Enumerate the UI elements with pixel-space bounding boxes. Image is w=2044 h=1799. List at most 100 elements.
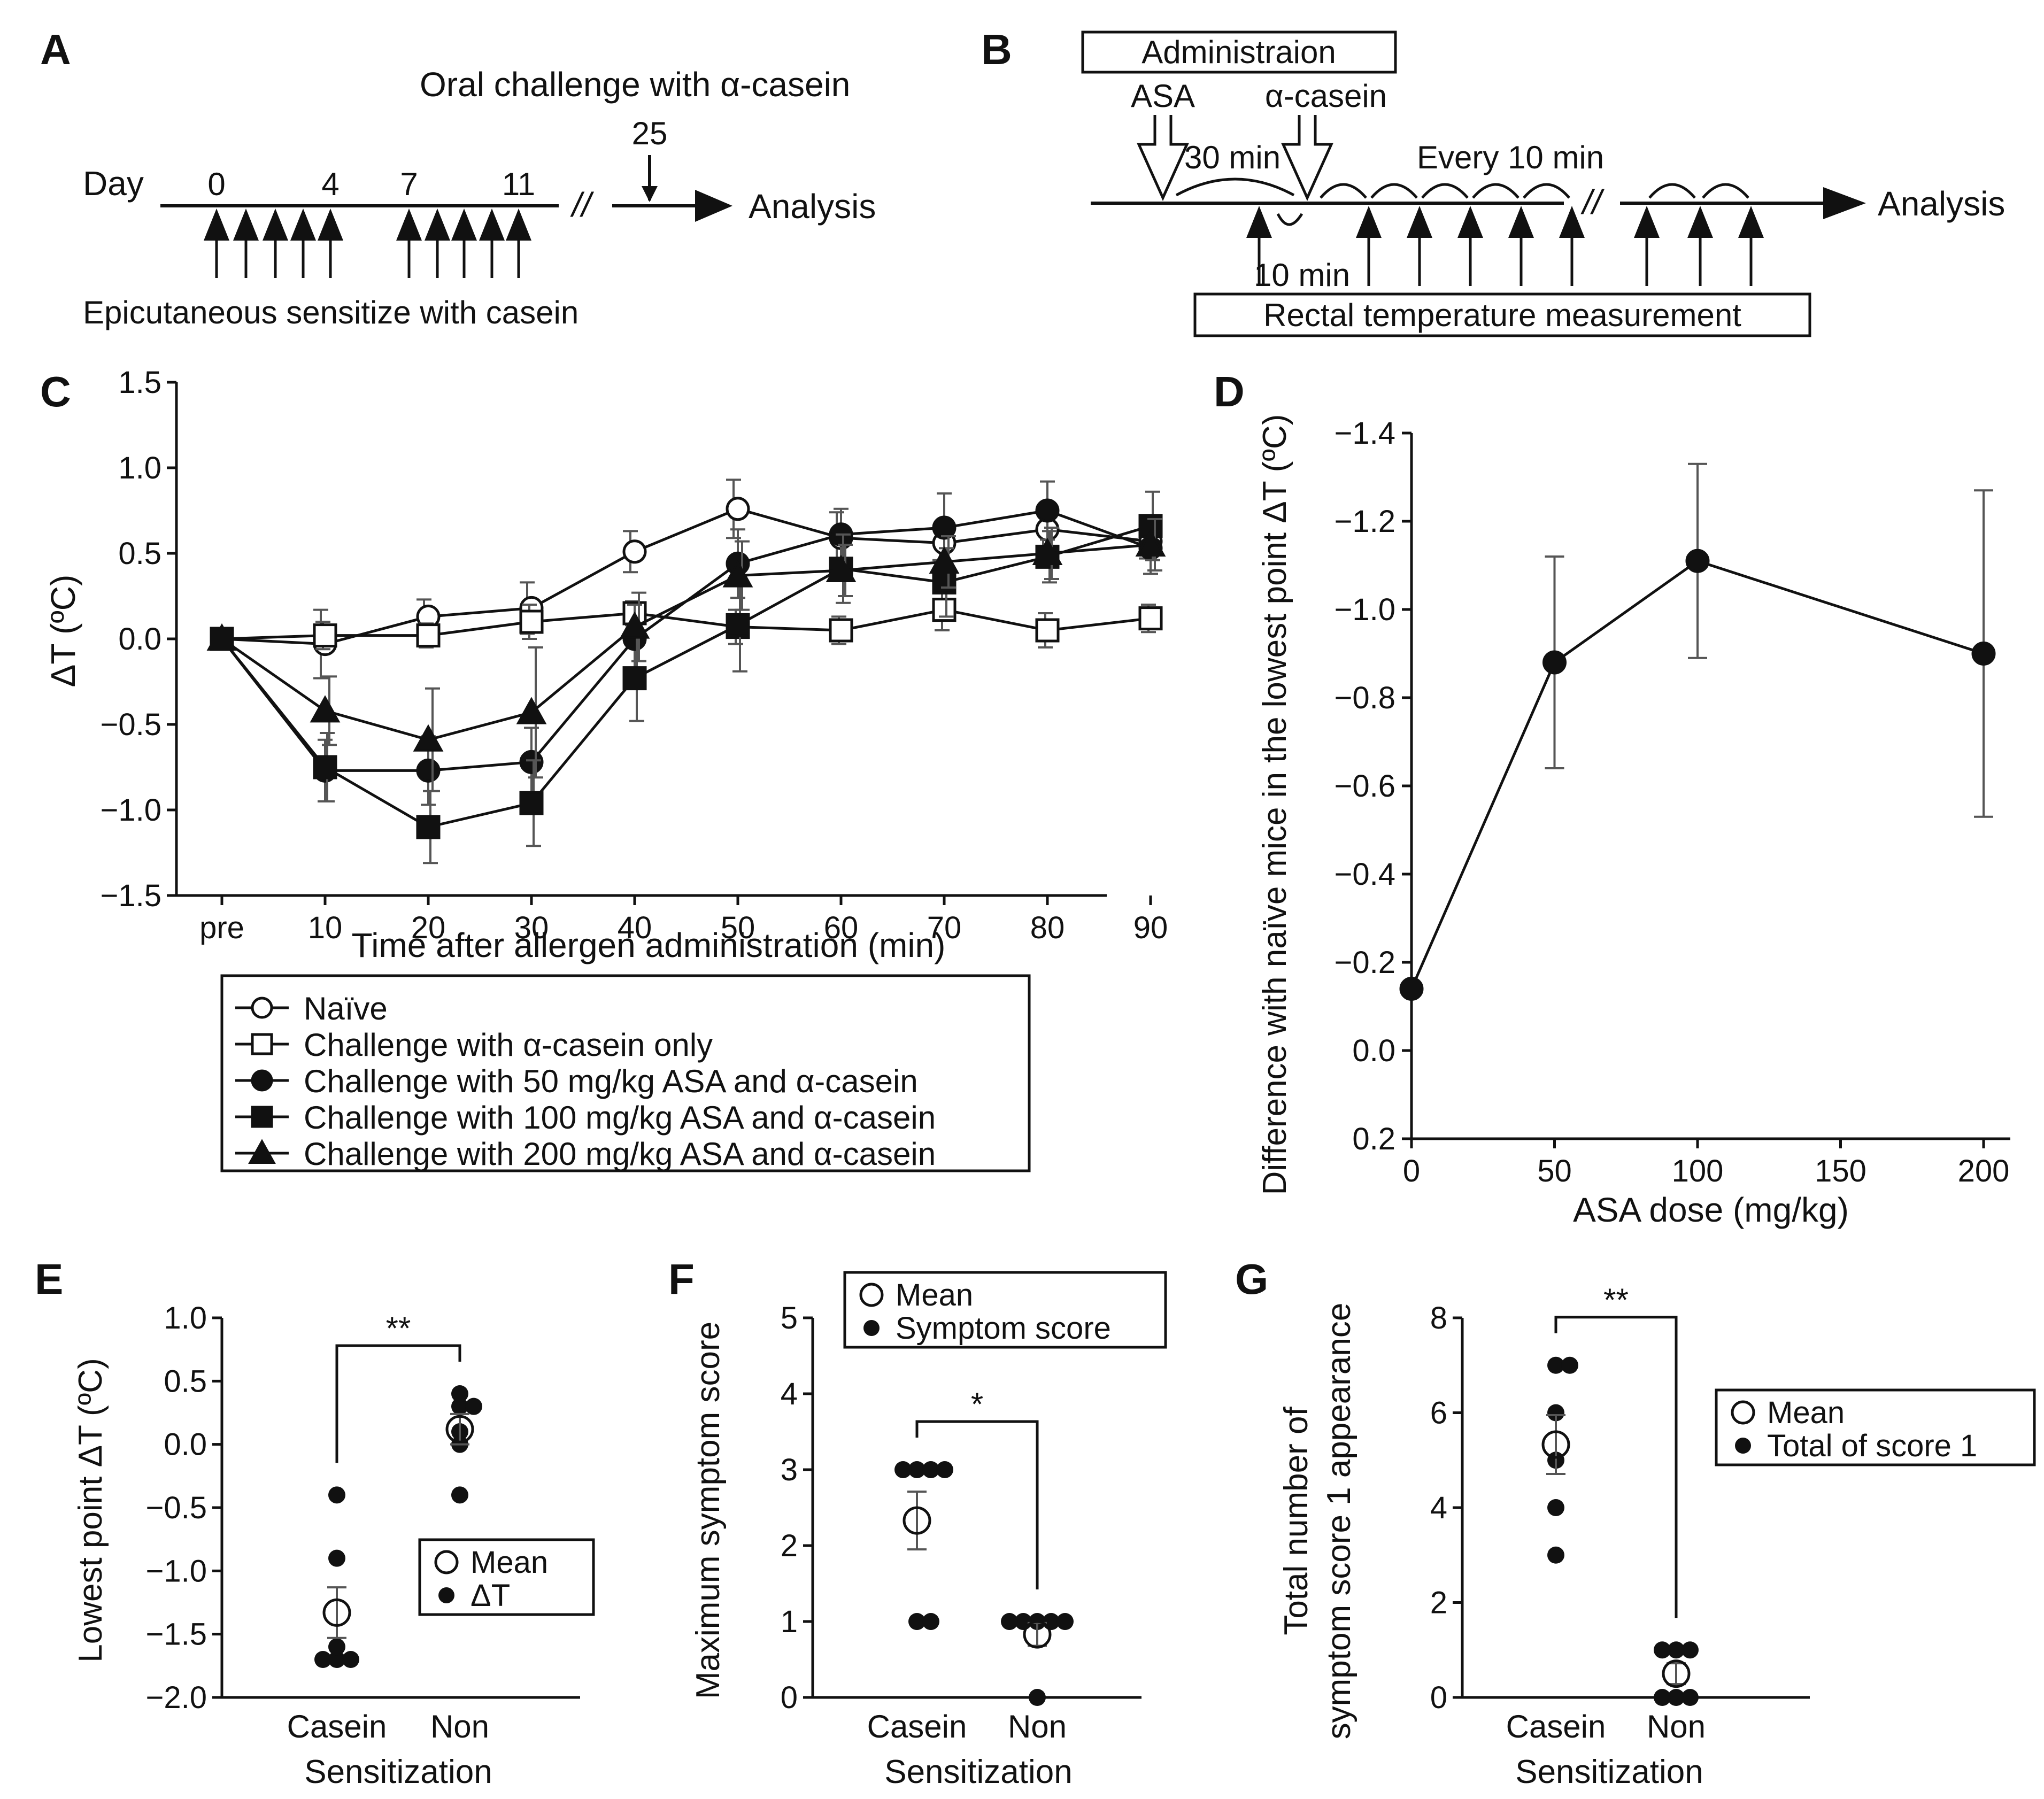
legend-point-marker (863, 1320, 880, 1336)
panel-d: D Difference with naïve mice in the lowe… (1214, 368, 2010, 1229)
y-tick-label: −1.5 (101, 878, 162, 913)
data-point (726, 497, 750, 521)
data-point (1035, 498, 1060, 523)
panel-a: A Oral challenge with α-casein Day 0 4 7… (40, 26, 876, 330)
data-point (1682, 1689, 1699, 1706)
temperature-arrow-2-head (1407, 206, 1432, 238)
legend-mean-marker (1731, 1400, 1755, 1425)
legend-label: Challenge with 200 mg/kg ASA and α-casei… (304, 1136, 936, 1172)
timeline-b-arrowhead (1823, 187, 1866, 219)
day-tick-11: 11 (502, 166, 535, 202)
panel-e: E Lowest point ΔT (ºC) 1.0 0.5 0.0 −0.5 −1.0… (35, 1255, 595, 1790)
data-point (908, 1461, 925, 1478)
analysis-label-a: Analysis (749, 187, 876, 226)
chart-g-ylabel-line-2: symptom score 1 appearance (1321, 1303, 1357, 1740)
data-point (829, 618, 853, 643)
data-point (1029, 1689, 1046, 1706)
legend-point-label: ΔT (470, 1578, 510, 1613)
interval-arc-2 (1421, 183, 1469, 199)
y-tick-label: 8 (1430, 1301, 1447, 1335)
series-line (221, 608, 1151, 640)
y-tick-label: 2 (781, 1528, 798, 1563)
chart-c-ylabel: ΔT (ºC) (44, 575, 82, 688)
day-tick-0: 0 (207, 166, 225, 202)
data-point (1971, 642, 1996, 666)
sensitize-arrow-8-head (479, 209, 505, 241)
legend-point-marker (438, 1587, 454, 1603)
sensitize-arrow-4-head (318, 209, 343, 241)
x-tick-label: Casein (287, 1709, 387, 1744)
temperature-arrow-6-head (1634, 206, 1660, 238)
y-tick-label: −1.0 (101, 793, 162, 828)
legend-marker (251, 997, 273, 1019)
sensitize-arrow-0-head (204, 209, 229, 241)
data-point (313, 755, 337, 779)
legend-mean-marker (434, 1550, 459, 1574)
panel-c: C ΔT (ºC) 1.5 1.0 0.5 0.0 −0.5 −1.0 −1.5 pre 10 2… (40, 365, 1168, 1172)
panel-f: F Maximum symptom score 5 4 3 2 1 0 Casein Non *… (668, 1255, 1167, 1790)
oral-challenge-label: Oral challenge with α-casein (420, 65, 850, 104)
data-point (314, 1651, 331, 1668)
chart-g-xlabel: Sensitization (1515, 1754, 1703, 1790)
x-tick-label: Non (430, 1709, 489, 1744)
day-tick-4: 4 (321, 166, 339, 202)
y-tick-label: 0.0 (118, 622, 161, 657)
series-line (1410, 559, 1984, 990)
interval-10-arc (1276, 213, 1303, 226)
data-point (1056, 1613, 1074, 1630)
x-tick-label: 30 (514, 910, 549, 945)
data-point (451, 1486, 468, 1504)
timeline-break-a: // (570, 186, 595, 224)
chart-f-xlabel: Sensitization (884, 1754, 1073, 1790)
every-10-label: Every 10 min (1417, 140, 1604, 175)
data-point (908, 1613, 925, 1630)
y-tick-label: −1.4 (1335, 416, 1396, 451)
y-tick-label: −1.5 (146, 1617, 207, 1652)
x-tick-label: 50 (1537, 1154, 1572, 1188)
y-tick-label: 0.5 (164, 1364, 207, 1399)
data-point (936, 1461, 953, 1478)
data-point (416, 623, 441, 648)
x-tick-label: 150 (1815, 1154, 1866, 1188)
interval-arc-1 (1370, 183, 1418, 199)
data-point (622, 666, 647, 691)
legend-marker (251, 1033, 273, 1055)
data-point (1547, 1499, 1564, 1516)
legend-box (1715, 1388, 2036, 1466)
interval-arc-5 (1648, 183, 1696, 199)
interval-arc-0 (1320, 183, 1367, 199)
panel-label-f: F (668, 1255, 695, 1303)
data-point (722, 560, 753, 588)
chart-g-ylabel-line-1: Total number of (1278, 1407, 1315, 1635)
x-tick-label: 20 (411, 910, 446, 945)
x-tick-label: 50 (721, 910, 755, 945)
data-point (328, 1651, 345, 1668)
data-point (1138, 606, 1163, 631)
casein-label-b: α-casein (1265, 78, 1387, 114)
data-point (1032, 537, 1063, 565)
data-point (1561, 1356, 1578, 1374)
x-tick-label: 70 (927, 910, 962, 945)
administration-label: Administraion (1141, 34, 1336, 70)
series-4 (206, 518, 1166, 792)
chart-c-legend-box (220, 974, 1031, 1172)
interval-arc-6 (1702, 183, 1749, 199)
data-point (1001, 1613, 1018, 1630)
sensitize-label: Epicutaneous sensitize with casein (83, 295, 579, 330)
interval-arc-3 (1472, 183, 1519, 199)
panel-label-g: G (1235, 1255, 1268, 1303)
significance-bracket (335, 1344, 461, 1463)
data-point (416, 815, 441, 839)
series-line (221, 524, 1151, 829)
legend-point-marker (1735, 1438, 1751, 1454)
x-tick-label: Non (1008, 1709, 1067, 1744)
y-tick-label: 4 (1430, 1491, 1447, 1525)
y-tick-label: −1.0 (146, 1554, 207, 1588)
chart-c-plot: 1.5 1.0 0.5 0.0 −0.5 −1.0 −1.5 pre 10 20 30 40 50 60 7… (101, 365, 1168, 945)
y-tick-label: 5 (781, 1301, 798, 1335)
y-tick-label: 3 (781, 1453, 798, 1487)
y-tick-label: −0.5 (146, 1491, 207, 1525)
